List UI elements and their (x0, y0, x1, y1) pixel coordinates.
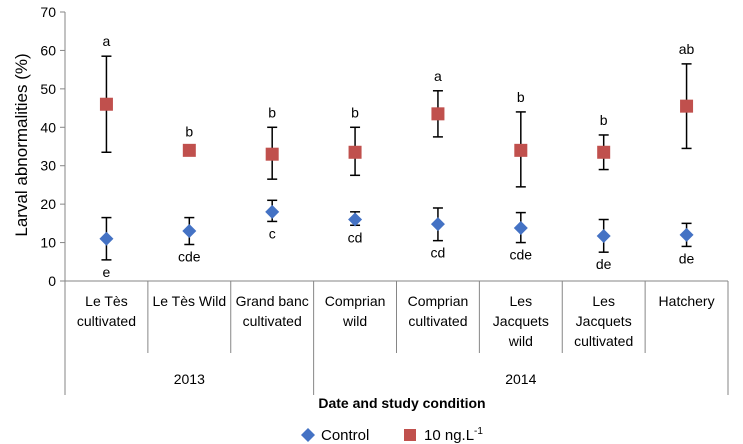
treatment-point (680, 99, 694, 113)
category-label: Le Tès Wild (152, 293, 226, 309)
year-label: 2014 (505, 371, 536, 387)
legend-control-label: Control (321, 427, 369, 444)
control-point (99, 231, 114, 246)
y-tick-label: 0 (48, 273, 56, 289)
y-tick-label: 20 (40, 196, 56, 212)
control-point (513, 220, 528, 235)
control-letter: de (596, 256, 612, 272)
control-point (182, 224, 197, 239)
x-axis-label: Date and study condition (318, 395, 485, 411)
control-point (265, 204, 280, 219)
treatment-point (431, 107, 445, 121)
y-tick-label: 40 (40, 119, 56, 135)
y-tick-label: 10 (40, 235, 56, 251)
treatment-letter: b (268, 104, 276, 120)
category-label: Comprian wild (325, 293, 386, 329)
legend: Control 10 ng.L-1 (301, 426, 483, 444)
y-tick-label: 50 (40, 81, 56, 97)
treatment-letter: b (517, 89, 525, 105)
legend-control-marker (301, 428, 315, 442)
year-label: 2013 (174, 371, 205, 387)
control-letter: c (269, 225, 276, 241)
treatment-letter: a (103, 33, 111, 49)
category-label: Grand banc cultivated (236, 293, 309, 329)
treatment-point (265, 147, 279, 161)
treatment-point (182, 143, 196, 157)
y-tick-label: 60 (40, 42, 56, 58)
treatment-point (348, 145, 362, 159)
control-letter: e (103, 264, 111, 280)
treatment-point (99, 97, 113, 111)
y-axis-label: Larval abnormalities (%) (12, 53, 31, 236)
treatment-letter: b (185, 124, 193, 140)
control-letter: cde (178, 248, 201, 264)
category-label: Les Jacquets wild (493, 293, 549, 349)
category-label: Hatchery (659, 293, 715, 309)
treatment-letter: b (351, 104, 359, 120)
treatment-letter: a (434, 68, 442, 84)
control-letter: de (679, 250, 695, 266)
control-letter: cd (348, 229, 363, 245)
control-point (596, 229, 611, 244)
control-point (348, 212, 363, 227)
data-markers (99, 97, 694, 246)
y-tick-label: 70 (40, 4, 56, 20)
control-letter: cd (431, 245, 446, 261)
treatment-point (597, 145, 611, 159)
control-point (679, 227, 694, 242)
x-axis-categories: Le Tès cultivated Le Tès Wild Grand banc cul… (64, 280, 729, 395)
y-tick-label: 30 (40, 158, 56, 174)
control-point (430, 217, 445, 232)
category-label: Le Tès cultivated (77, 293, 136, 329)
y-axis-ticks: 0 10 20 30 40 50 60 70 (40, 4, 66, 289)
legend-treatment-marker (404, 429, 416, 441)
category-label: Comprian cultivated (408, 293, 469, 329)
control-letter: cde (510, 247, 533, 263)
treatment-letter: b (600, 112, 608, 128)
treatment-letter: ab (679, 41, 695, 57)
category-label: Les Jacquets cultivated (574, 293, 633, 349)
treatment-point (514, 143, 528, 157)
legend-treatment-label: 10 ng.L-1 (424, 426, 483, 444)
